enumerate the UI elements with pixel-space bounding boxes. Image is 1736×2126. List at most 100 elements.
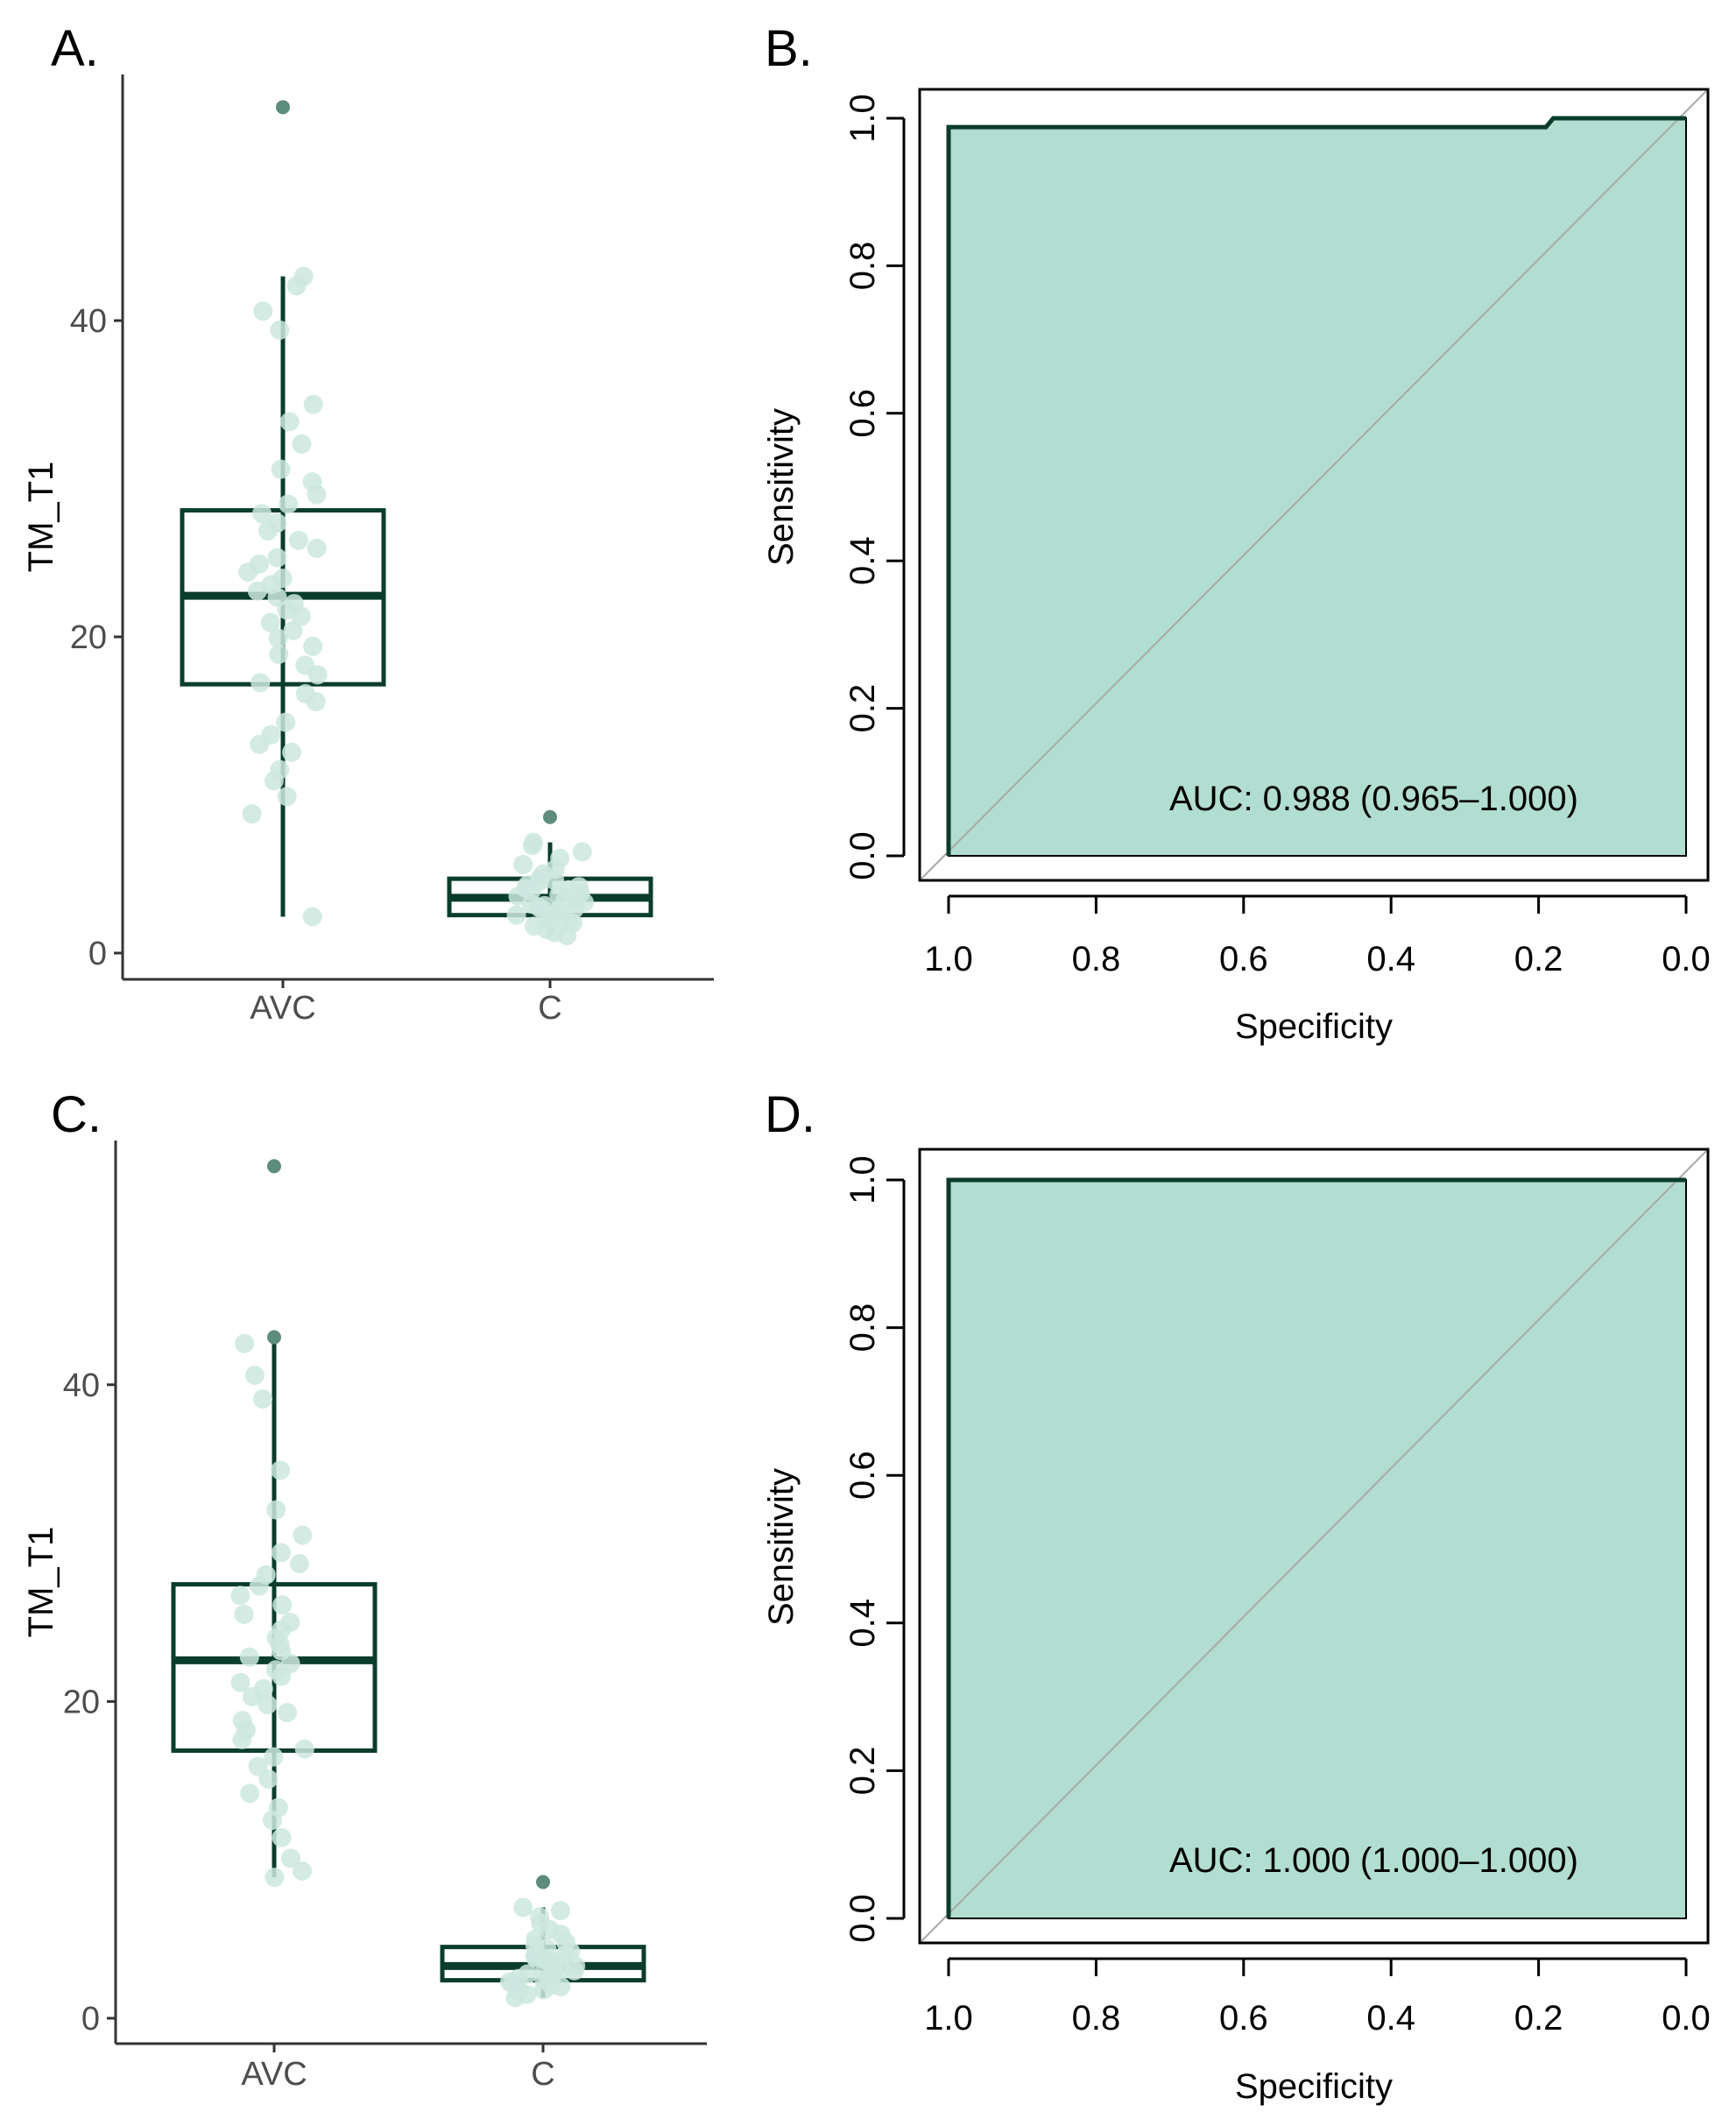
data-point-avc bbox=[289, 1554, 309, 1574]
x-tick-label: 0.8 bbox=[1072, 1999, 1121, 2038]
data-point-c bbox=[530, 1907, 550, 1927]
plot-frame bbox=[918, 88, 1710, 882]
data-point-avc bbox=[280, 1613, 300, 1632]
auc-annotation: AUC: 0.988 (0.965–1.000) bbox=[1169, 780, 1578, 818]
data-point-avc bbox=[277, 787, 297, 807]
data-point-avc bbox=[279, 412, 300, 432]
data-point-avc bbox=[272, 569, 293, 589]
y-tick-label: 0.6 bbox=[843, 389, 882, 438]
data-point-avc bbox=[293, 1525, 313, 1545]
y-tick-label: 0.4 bbox=[843, 536, 882, 585]
panel-label: D. bbox=[765, 1086, 815, 1143]
panel-label: B. bbox=[765, 20, 813, 77]
data-point-avc bbox=[244, 1365, 265, 1385]
data-point-c bbox=[568, 877, 589, 897]
data-point-avc bbox=[292, 434, 312, 454]
outlier-point-c bbox=[543, 809, 557, 824]
data-point-avc bbox=[272, 1595, 293, 1615]
y-axis-title: TM_T1 bbox=[22, 462, 60, 573]
data-point-avc bbox=[272, 1543, 292, 1563]
panel-label: C. bbox=[51, 1086, 102, 1143]
x-tick-label: 0.4 bbox=[1366, 1999, 1415, 2038]
data-point-avc bbox=[235, 1333, 255, 1353]
data-point-c bbox=[518, 1964, 538, 1984]
y-tick-label: 1.0 bbox=[843, 94, 882, 143]
data-point-avc bbox=[271, 1460, 291, 1480]
y-axis-title: Sensitivity bbox=[762, 1468, 801, 1626]
data-point-avc bbox=[267, 513, 287, 533]
data-point-avc bbox=[303, 636, 323, 656]
x-tick-label: 0.4 bbox=[1366, 940, 1415, 978]
y-tick-label: 0.4 bbox=[843, 1599, 882, 1648]
x-tick-label: 0.0 bbox=[1662, 940, 1711, 978]
data-point-avc bbox=[271, 459, 291, 479]
data-point-avc bbox=[248, 1756, 268, 1776]
outlier-point-avc bbox=[267, 1159, 281, 1174]
data-point-avc bbox=[270, 320, 290, 340]
roc-panel-b: B. 1.0 0.8 0.6 0.4 0.2 0.0 Specificity 0.0 0.2 0.4… bbox=[762, 20, 1711, 1046]
x-tick-label-avc: AVC bbox=[241, 2056, 307, 2093]
data-point-avc bbox=[270, 759, 290, 780]
y-tick-label: 0.8 bbox=[843, 242, 882, 291]
y-tick-label: 0.6 bbox=[843, 1451, 882, 1500]
y-tick-label: 40 bbox=[63, 1367, 100, 1404]
outlier-point-avc bbox=[267, 1330, 281, 1345]
data-point-c bbox=[572, 842, 592, 862]
data-point-avc bbox=[295, 683, 315, 703]
data-point-avc bbox=[279, 494, 299, 514]
data-point-avc bbox=[256, 1564, 276, 1585]
data-point-avc bbox=[258, 1695, 278, 1715]
data-point-avc bbox=[269, 644, 289, 664]
data-point-avc bbox=[295, 655, 315, 675]
data-point-avc bbox=[253, 1678, 273, 1699]
y-axis-title: Sensitivity bbox=[762, 408, 801, 566]
boxplot-panel-a: A. 0 20 40 TM_T1 AVC C bbox=[22, 20, 714, 1027]
roc-curve bbox=[946, 116, 1686, 856]
x-tick-label-c: C bbox=[538, 990, 561, 1027]
boxplot-panel-c: C. 0 20 40 TM_T1 AVC C bbox=[22, 1086, 707, 2093]
y-tick-label: 40 bbox=[70, 303, 107, 340]
data-point-avc bbox=[261, 724, 281, 745]
y-tick-label: 0.8 bbox=[843, 1303, 882, 1353]
data-point-avc bbox=[230, 1586, 251, 1606]
plot-frame bbox=[918, 1148, 1710, 1945]
data-point-c bbox=[550, 1901, 570, 1921]
data-point-avc bbox=[288, 530, 308, 550]
data-point-avc bbox=[272, 1827, 292, 1847]
y-tick-label: 0 bbox=[81, 2001, 100, 2038]
data-point-avc bbox=[252, 504, 272, 524]
data-point-c bbox=[506, 905, 526, 925]
data-point-avc bbox=[293, 266, 314, 286]
roc-curve bbox=[946, 1177, 1686, 1918]
x-tick-label-avc: AVC bbox=[250, 990, 315, 1027]
data-point-avc bbox=[284, 594, 304, 614]
roc-area bbox=[948, 117, 1687, 857]
y-tick-label: 0.2 bbox=[843, 684, 882, 733]
reference-diagonal bbox=[921, 1150, 1707, 1942]
data-point-avc bbox=[292, 1861, 312, 1881]
data-point-avc bbox=[265, 1868, 285, 1888]
data-point-avc bbox=[307, 538, 327, 558]
data-point-avc bbox=[294, 1739, 314, 1759]
data-point-avc bbox=[282, 742, 302, 762]
outlier-point-avc bbox=[276, 100, 290, 115]
auc-annotation: AUC: 1.000 (1.000–1.000) bbox=[1169, 1841, 1578, 1880]
y-tick-label: 0.0 bbox=[843, 831, 882, 880]
x-tick-label: 0.2 bbox=[1514, 940, 1563, 978]
x-tick-label: 0.8 bbox=[1072, 940, 1121, 978]
data-point-avc bbox=[239, 1647, 259, 1667]
y-tick-label: 20 bbox=[70, 619, 107, 656]
x-tick-label-c: C bbox=[531, 2056, 554, 2093]
data-point-avc bbox=[302, 472, 322, 492]
roc-panel-d: D. 1.0 0.8 0.6 0.4 0.2 0.0 Specificity 0.0 0.2 0.4… bbox=[762, 1086, 1711, 2106]
data-point-avc bbox=[268, 628, 288, 648]
data-point-avc bbox=[251, 673, 271, 693]
data-point-avc bbox=[260, 612, 280, 632]
y-tick-label: 0.2 bbox=[843, 1747, 882, 1796]
data-point-avc bbox=[240, 1783, 260, 1804]
x-tick-label: 1.0 bbox=[924, 1999, 973, 2038]
data-point-avc bbox=[267, 547, 287, 568]
y-tick-label: 0.0 bbox=[843, 1894, 882, 1943]
data-point-avc bbox=[266, 1500, 286, 1520]
